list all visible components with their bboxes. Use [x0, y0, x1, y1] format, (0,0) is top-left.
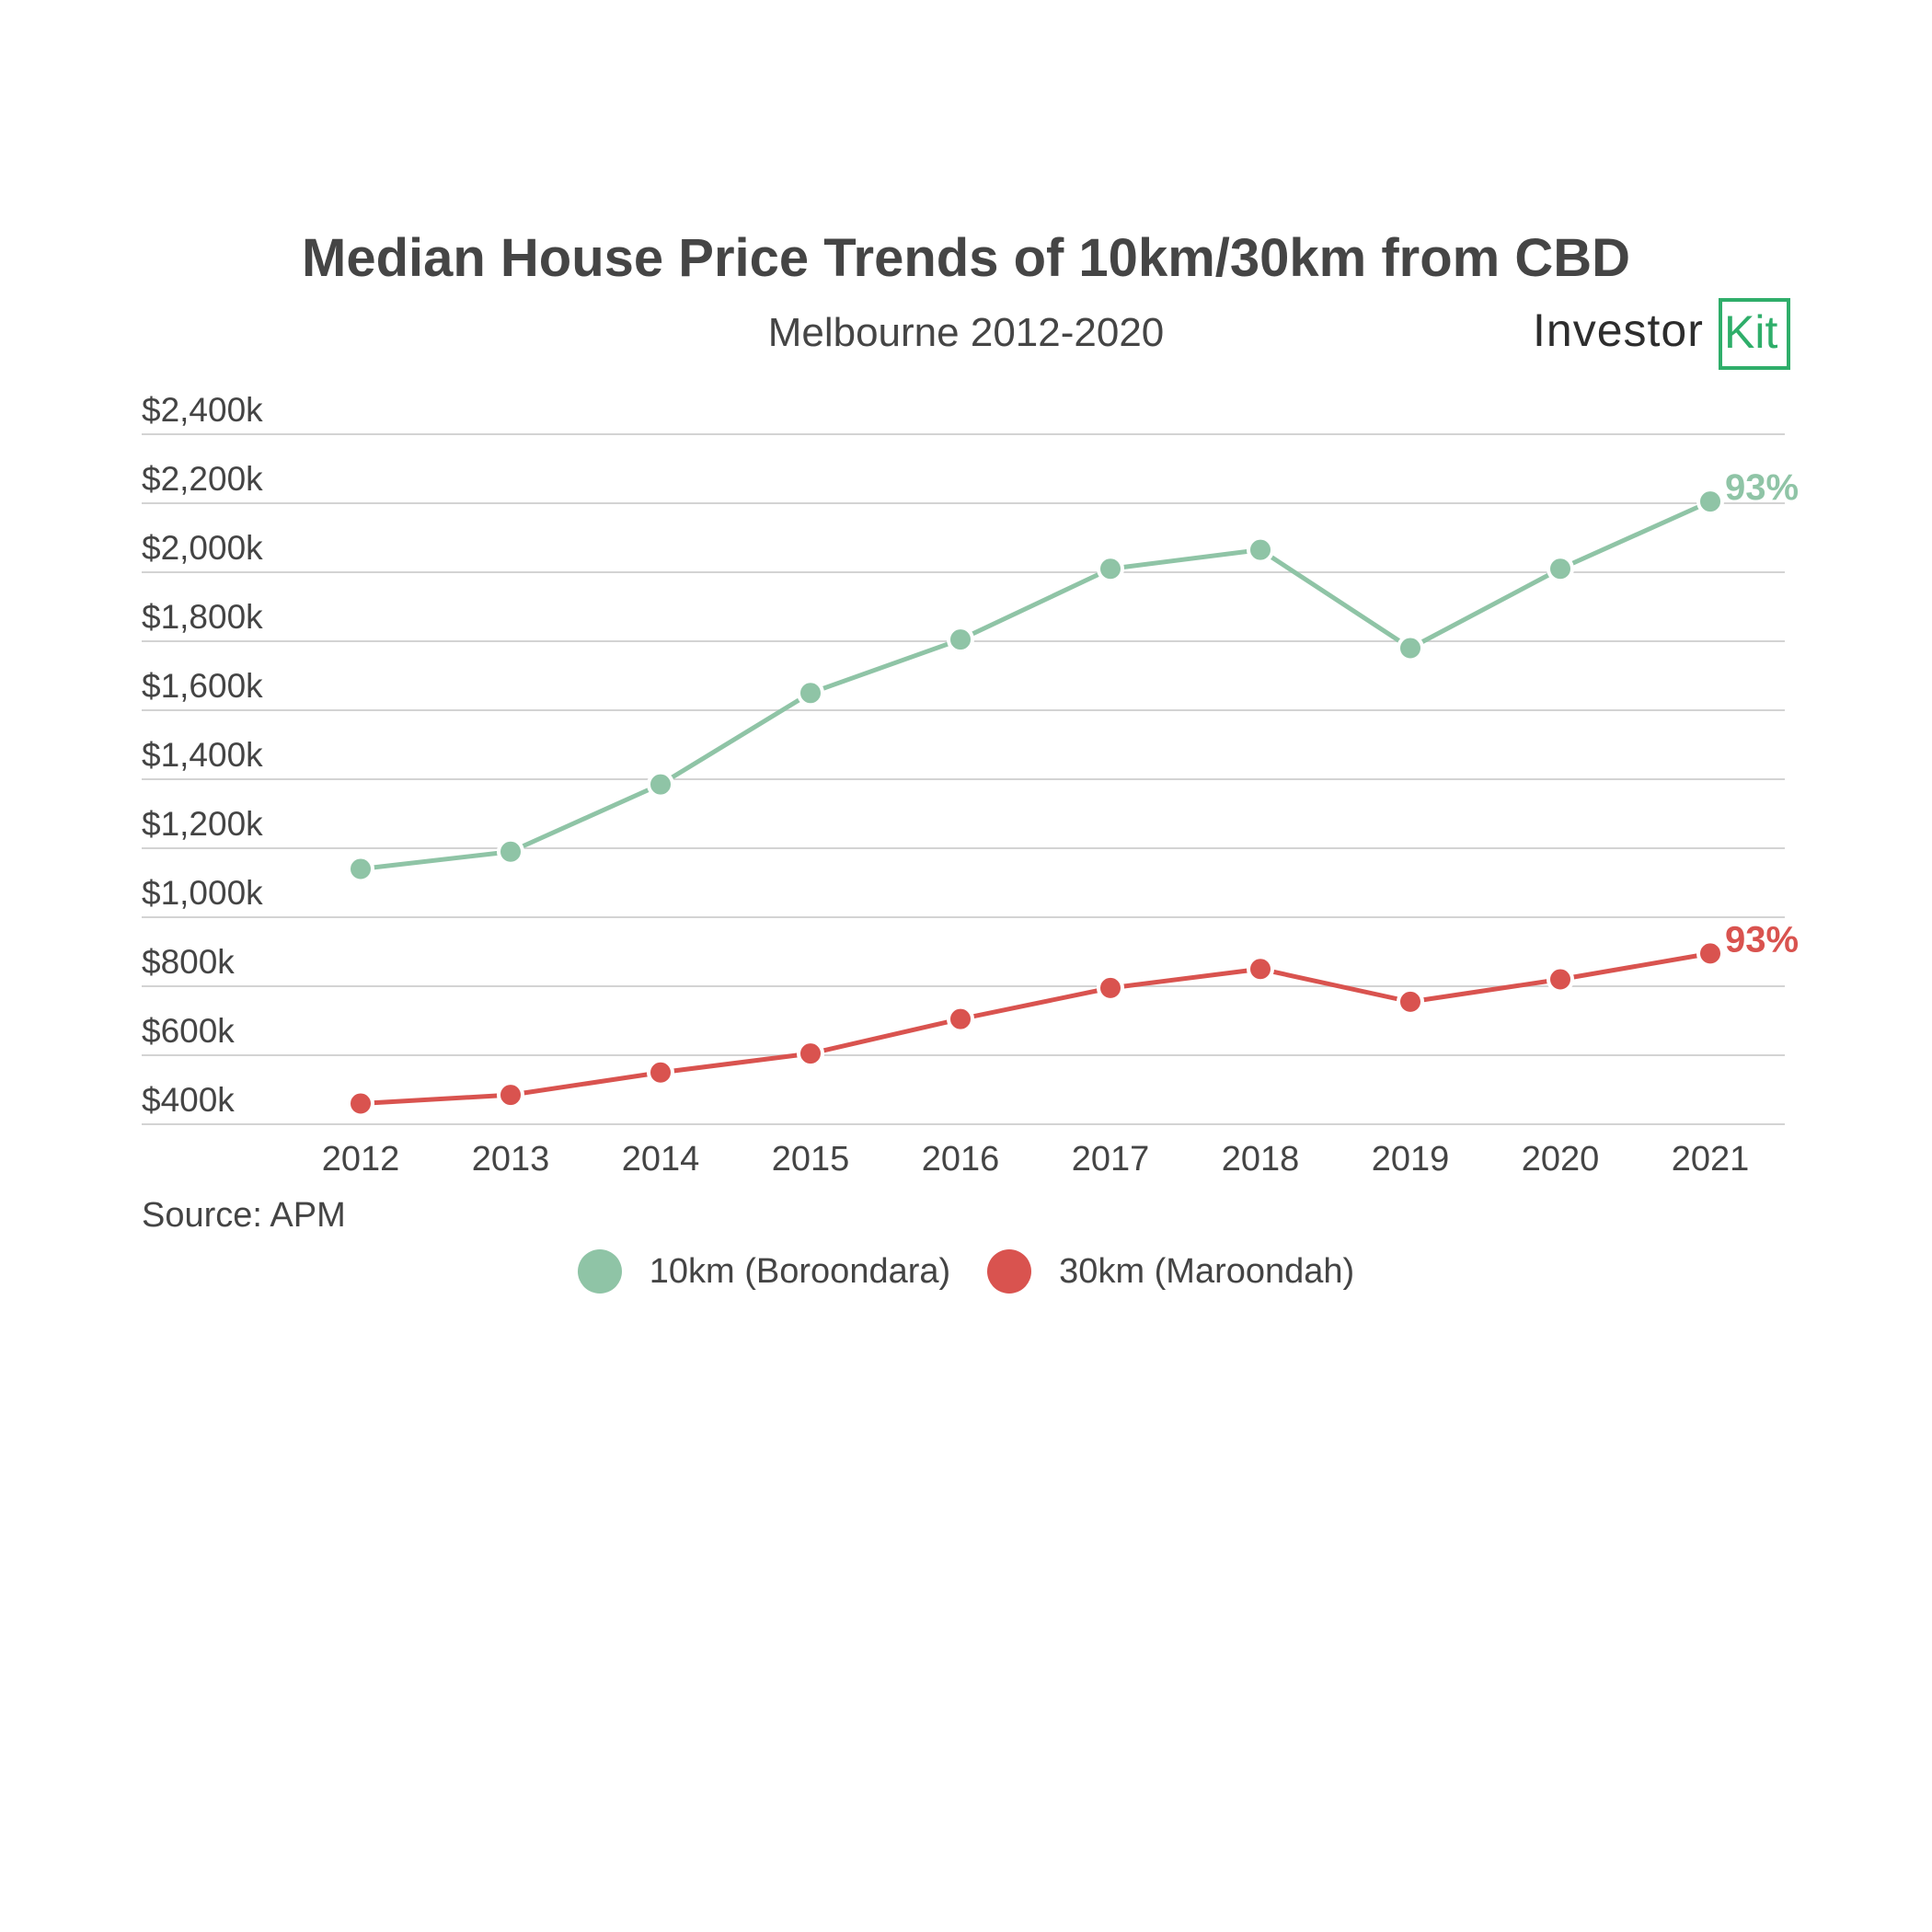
data-point	[1397, 987, 1424, 1016]
data-point	[347, 855, 374, 883]
data-point	[1547, 555, 1574, 583]
series-line-0	[360, 499, 1712, 871]
y-tick-label: $400k	[142, 1081, 235, 1119]
x-tick-label: 2021	[1672, 1140, 1750, 1179]
data-point	[797, 679, 824, 707]
data-point	[1696, 939, 1724, 968]
legend-swatch-30km	[987, 1249, 1032, 1294]
x-tick-label: 2012	[322, 1140, 400, 1179]
data-point	[947, 1005, 974, 1033]
source-note: Source: APM	[142, 1196, 346, 1235]
logo-box-text: Kit	[1724, 306, 1778, 358]
y-tick-label: $1,400k	[142, 736, 263, 774]
y-tick-label: $2,200k	[142, 460, 263, 498]
x-tick-label: 2016	[922, 1140, 1000, 1179]
x-tick-label: 2013	[472, 1140, 550, 1179]
x-tick-label: 2018	[1222, 1140, 1300, 1179]
data-point	[1097, 555, 1124, 583]
y-tick-label: $2,000k	[142, 529, 263, 567]
data-point	[497, 837, 524, 866]
end-label: 93%	[1725, 467, 1799, 508]
data-point	[1547, 965, 1574, 994]
x-tick-label: 2015	[772, 1140, 850, 1179]
end-label: 93%	[1725, 919, 1799, 960]
data-point	[1097, 973, 1124, 1002]
chart-subtitle: Melbourne 2012-2020	[767, 310, 1165, 355]
data-point	[647, 1058, 674, 1087]
logo-text: Investor	[1533, 305, 1704, 356]
data-point	[1247, 955, 1274, 983]
y-tick-label: $1,600k	[142, 667, 263, 705]
y-tick-label: $1,800k	[142, 598, 263, 636]
legend: 10km (Boroondara) 30km (Maroondah)	[0, 1244, 1932, 1299]
data-point	[947, 626, 974, 654]
legend-label-10km: 10km (Boroondara)	[649, 1251, 951, 1291]
series-line-1	[360, 950, 1711, 1106]
y-tick-label: $2,400k	[142, 391, 263, 429]
data-point	[347, 1089, 374, 1118]
y-tick-label: $1,200k	[142, 805, 263, 843]
legend-item-10km: 10km (Boroondara)	[577, 1249, 951, 1294]
x-tick-label: 2019	[1372, 1140, 1450, 1179]
x-tick-label: 2020	[1522, 1140, 1600, 1179]
x-tick-label: 2014	[622, 1140, 700, 1179]
legend-label-30km: 30km (Maroondah)	[1059, 1251, 1355, 1291]
data-point	[797, 1040, 824, 1068]
data-point	[1247, 535, 1274, 564]
x-tick-label: 2017	[1072, 1140, 1150, 1179]
data-point	[1696, 488, 1724, 516]
logo-box: Kit	[1719, 298, 1790, 370]
chart-title: Median House Price Trends of 10km/30km f…	[302, 228, 1630, 288]
legend-item-30km: 30km (Maroondah)	[987, 1249, 1354, 1294]
y-tick-label: $800k	[142, 943, 235, 981]
y-tick-label: $600k	[142, 1012, 235, 1050]
y-tick-label: $1,000k	[142, 874, 263, 912]
data-point	[497, 1081, 524, 1110]
legend-swatch-10km	[577, 1249, 622, 1294]
data-point	[647, 770, 674, 799]
data-point	[1397, 634, 1424, 662]
